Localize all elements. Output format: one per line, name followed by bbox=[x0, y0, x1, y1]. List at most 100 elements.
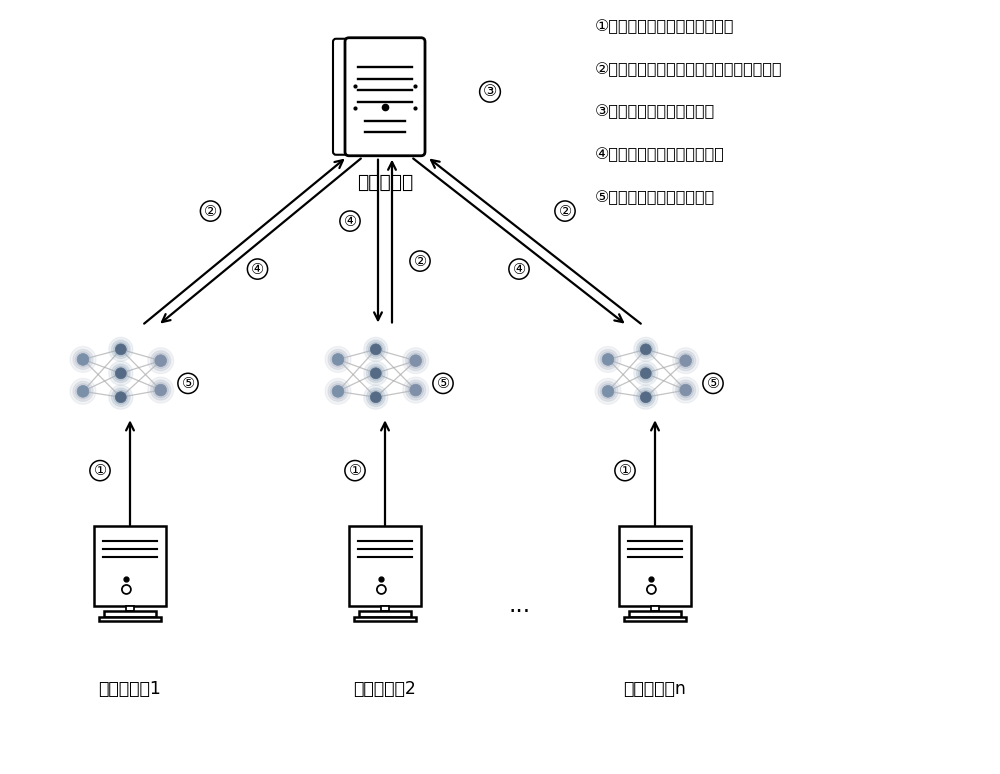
Bar bbox=[104, 611, 156, 618]
Bar bbox=[94, 526, 166, 606]
Circle shape bbox=[600, 384, 616, 399]
Text: ④平均参数传输给本地服务器: ④平均参数传输给本地服务器 bbox=[595, 147, 725, 162]
FancyBboxPatch shape bbox=[345, 38, 425, 156]
Circle shape bbox=[406, 380, 426, 400]
Text: ①: ① bbox=[348, 463, 362, 478]
Circle shape bbox=[673, 377, 699, 403]
Text: ①本地服务器建立神经网络模型: ①本地服务器建立神经网络模型 bbox=[595, 19, 734, 34]
Circle shape bbox=[151, 351, 171, 371]
Circle shape bbox=[148, 348, 174, 374]
Circle shape bbox=[328, 382, 348, 402]
Circle shape bbox=[367, 340, 385, 358]
Circle shape bbox=[637, 388, 655, 406]
Circle shape bbox=[75, 384, 91, 399]
Circle shape bbox=[637, 340, 655, 358]
Text: ④: ④ bbox=[512, 262, 526, 276]
Circle shape bbox=[602, 385, 614, 397]
Circle shape bbox=[673, 348, 699, 374]
Circle shape bbox=[73, 349, 93, 369]
Circle shape bbox=[75, 352, 91, 367]
Circle shape bbox=[640, 344, 651, 354]
Circle shape bbox=[647, 585, 656, 594]
Circle shape bbox=[332, 354, 344, 365]
Circle shape bbox=[602, 354, 614, 365]
Circle shape bbox=[77, 385, 89, 397]
Text: ...: ... bbox=[509, 593, 531, 617]
Circle shape bbox=[680, 354, 692, 367]
Circle shape bbox=[330, 352, 346, 367]
Bar bbox=[381, 606, 389, 611]
Circle shape bbox=[364, 385, 388, 409]
Circle shape bbox=[600, 352, 616, 367]
Circle shape bbox=[634, 337, 658, 361]
Circle shape bbox=[369, 390, 383, 404]
Text: ②: ② bbox=[204, 204, 217, 218]
Text: ⑤: ⑤ bbox=[181, 376, 195, 391]
Bar bbox=[349, 526, 421, 606]
Text: ④: ④ bbox=[343, 214, 357, 228]
Circle shape bbox=[680, 384, 692, 396]
Circle shape bbox=[70, 347, 96, 372]
Circle shape bbox=[634, 385, 658, 409]
Circle shape bbox=[109, 385, 133, 409]
Circle shape bbox=[112, 340, 130, 358]
Circle shape bbox=[676, 380, 696, 400]
Text: ③: ③ bbox=[483, 84, 497, 99]
Circle shape bbox=[639, 390, 653, 404]
Bar bbox=[354, 618, 416, 622]
Bar bbox=[99, 618, 161, 622]
Circle shape bbox=[676, 351, 696, 371]
Circle shape bbox=[410, 384, 422, 396]
Circle shape bbox=[640, 392, 651, 402]
Text: ⑤本地模型更新并开始解析: ⑤本地模型更新并开始解析 bbox=[595, 190, 715, 204]
Text: 本地服务器n: 本地服务器n bbox=[624, 680, 686, 698]
Circle shape bbox=[639, 366, 653, 380]
Circle shape bbox=[114, 342, 128, 357]
Circle shape bbox=[114, 390, 128, 404]
Circle shape bbox=[408, 382, 423, 398]
Text: ②: ② bbox=[413, 254, 427, 269]
Circle shape bbox=[637, 364, 655, 382]
Text: ①: ① bbox=[93, 463, 107, 478]
Circle shape bbox=[153, 382, 168, 398]
Text: 本地服务器1: 本地服务器1 bbox=[99, 680, 161, 698]
Circle shape bbox=[155, 384, 167, 396]
Bar bbox=[629, 611, 681, 618]
Bar bbox=[359, 611, 411, 618]
Circle shape bbox=[148, 377, 174, 403]
Circle shape bbox=[370, 344, 381, 354]
Circle shape bbox=[325, 378, 351, 404]
Text: 中央服务器: 中央服务器 bbox=[357, 173, 413, 192]
FancyBboxPatch shape bbox=[359, 39, 424, 155]
Circle shape bbox=[70, 378, 96, 404]
Circle shape bbox=[369, 342, 383, 357]
Circle shape bbox=[325, 347, 351, 372]
Circle shape bbox=[109, 337, 133, 361]
Circle shape bbox=[115, 368, 126, 378]
Circle shape bbox=[410, 354, 422, 367]
FancyBboxPatch shape bbox=[333, 39, 398, 155]
Circle shape bbox=[678, 353, 693, 368]
Text: ①: ① bbox=[618, 463, 632, 478]
Text: 本地服务器2: 本地服务器2 bbox=[354, 680, 416, 698]
Circle shape bbox=[114, 366, 128, 380]
Circle shape bbox=[73, 382, 93, 402]
Circle shape bbox=[112, 388, 130, 406]
Circle shape bbox=[151, 380, 171, 400]
Circle shape bbox=[77, 354, 89, 365]
Circle shape bbox=[369, 366, 383, 380]
Bar bbox=[651, 606, 659, 611]
Bar bbox=[624, 618, 686, 622]
Circle shape bbox=[370, 368, 381, 378]
Circle shape bbox=[598, 382, 618, 402]
Circle shape bbox=[122, 585, 131, 594]
Circle shape bbox=[595, 347, 621, 372]
Circle shape bbox=[115, 392, 126, 402]
Circle shape bbox=[328, 349, 348, 369]
Circle shape bbox=[370, 392, 381, 402]
Circle shape bbox=[403, 377, 429, 403]
Circle shape bbox=[367, 388, 385, 406]
Text: ②本地神经网络模型参数传输给中央服务器: ②本地神经网络模型参数传输给中央服务器 bbox=[595, 62, 783, 77]
Circle shape bbox=[364, 361, 388, 385]
Text: ④: ④ bbox=[251, 262, 264, 276]
